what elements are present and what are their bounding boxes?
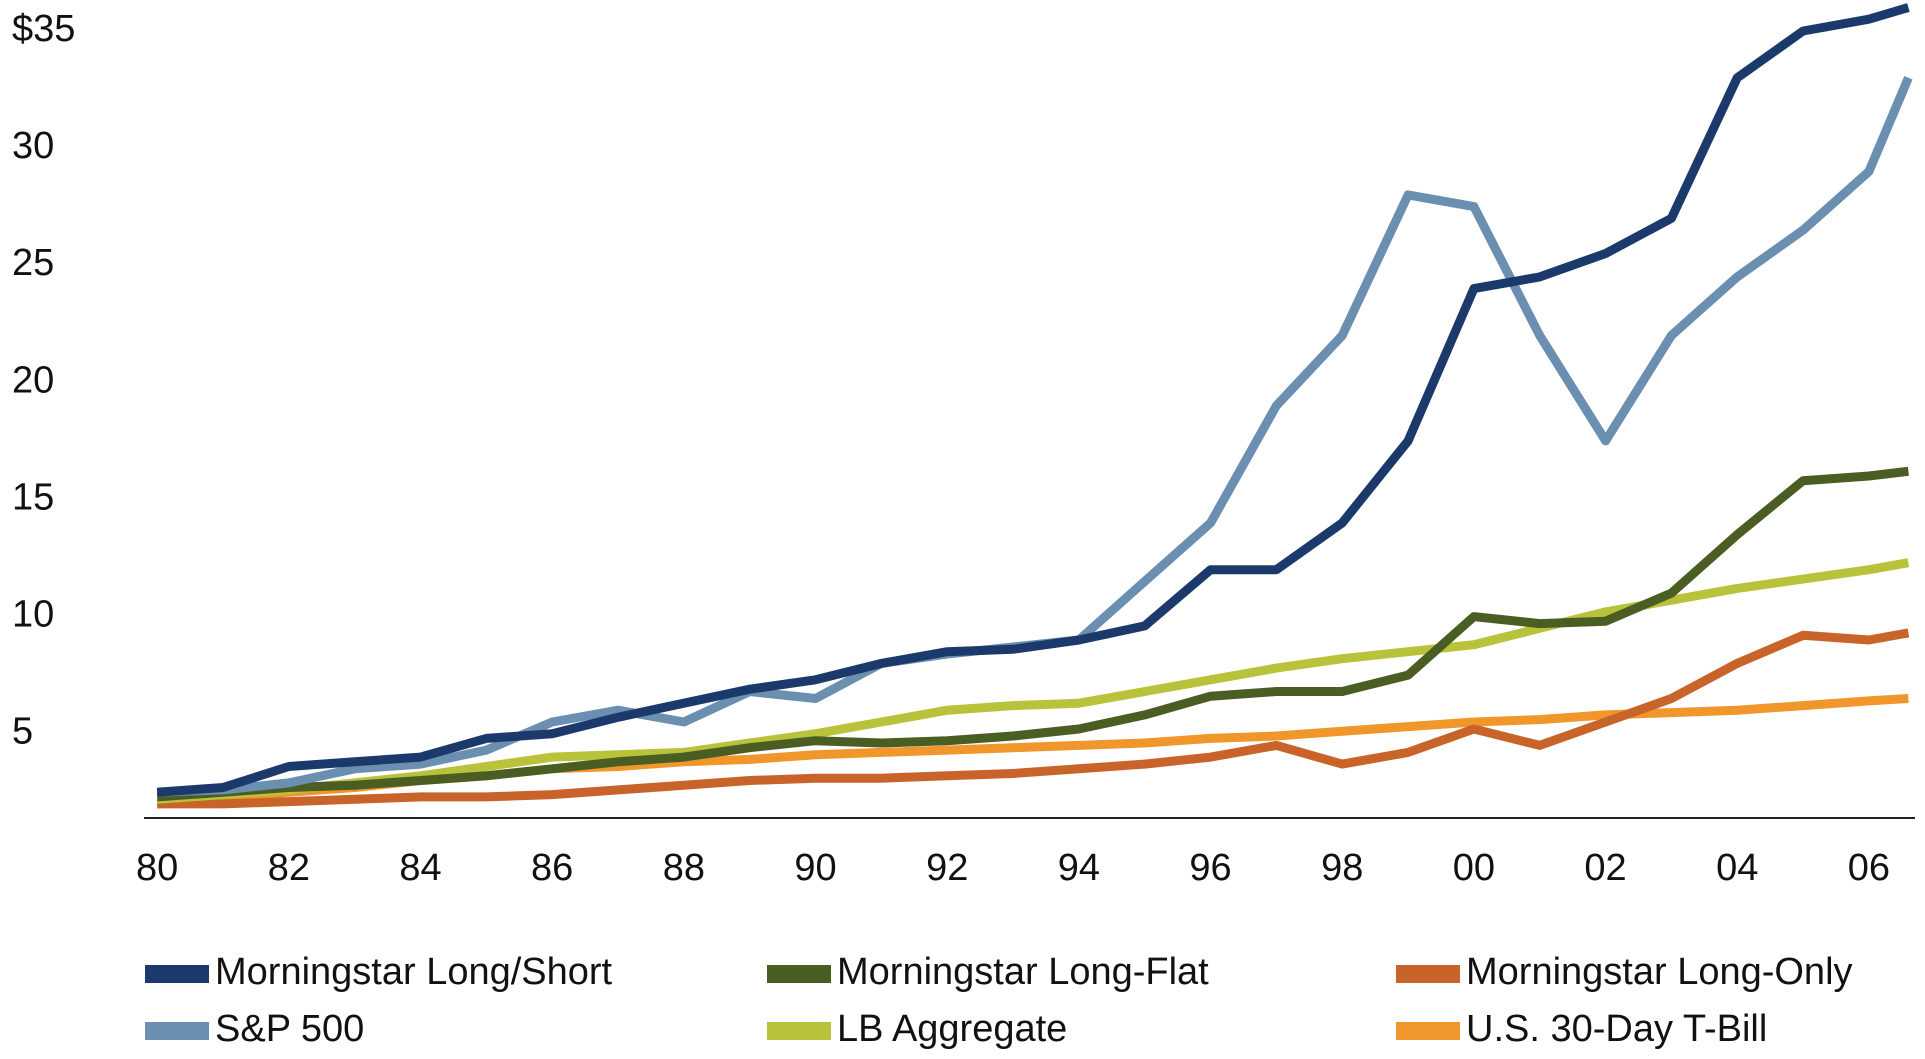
series-line	[156, 694, 1909, 809]
x-tick-label: 86	[531, 847, 573, 889]
x-tick-label: 94	[1058, 847, 1100, 889]
series-line	[157, 76, 1913, 797]
x-tick-label: 88	[663, 847, 705, 889]
x-tick-label: 04	[1716, 847, 1758, 889]
x-tick-label: 98	[1321, 847, 1363, 889]
y-tick-label: 25	[12, 242, 54, 284]
x-tick-label: 00	[1453, 847, 1495, 889]
y-tick-label: 20	[12, 359, 54, 401]
legend-label: Morningstar Long/Short	[215, 951, 613, 993]
legend-label: Morningstar Long-Only	[1466, 951, 1853, 993]
x-tick-label: 96	[1189, 847, 1231, 889]
x-tick-label: 06	[1848, 847, 1890, 889]
x-tick-label: 02	[1584, 847, 1626, 889]
legend-label: Morningstar Long-Flat	[837, 951, 1209, 993]
y-tick-label: 30	[12, 125, 54, 167]
legend-swatch	[1396, 1022, 1460, 1040]
series-line	[156, 3, 1910, 797]
y-tick-label: 10	[12, 594, 54, 636]
series-line	[157, 628, 1910, 809]
y-tick-label: 15	[12, 476, 54, 518]
legend-label: LB Aggregate	[837, 1008, 1067, 1050]
legend-label: S&P 500	[215, 1008, 364, 1050]
y-tick-label: 5	[12, 711, 33, 753]
y-tick-label: $35	[12, 8, 75, 50]
x-tick-label: 92	[926, 847, 968, 889]
x-tick-label: 90	[794, 847, 836, 889]
x-tick-label: 84	[399, 847, 441, 889]
legend-swatch	[767, 1022, 831, 1040]
series-line	[156, 466, 1909, 802]
legend-swatch	[767, 965, 831, 983]
x-tick-label: 82	[268, 847, 310, 889]
legend-swatch	[145, 1022, 209, 1040]
legend-swatch	[145, 965, 209, 983]
legend-swatch	[1396, 965, 1460, 983]
legend-label: U.S. 30-Day T-Bill	[1466, 1008, 1767, 1050]
x-tick-label: 80	[136, 847, 178, 889]
